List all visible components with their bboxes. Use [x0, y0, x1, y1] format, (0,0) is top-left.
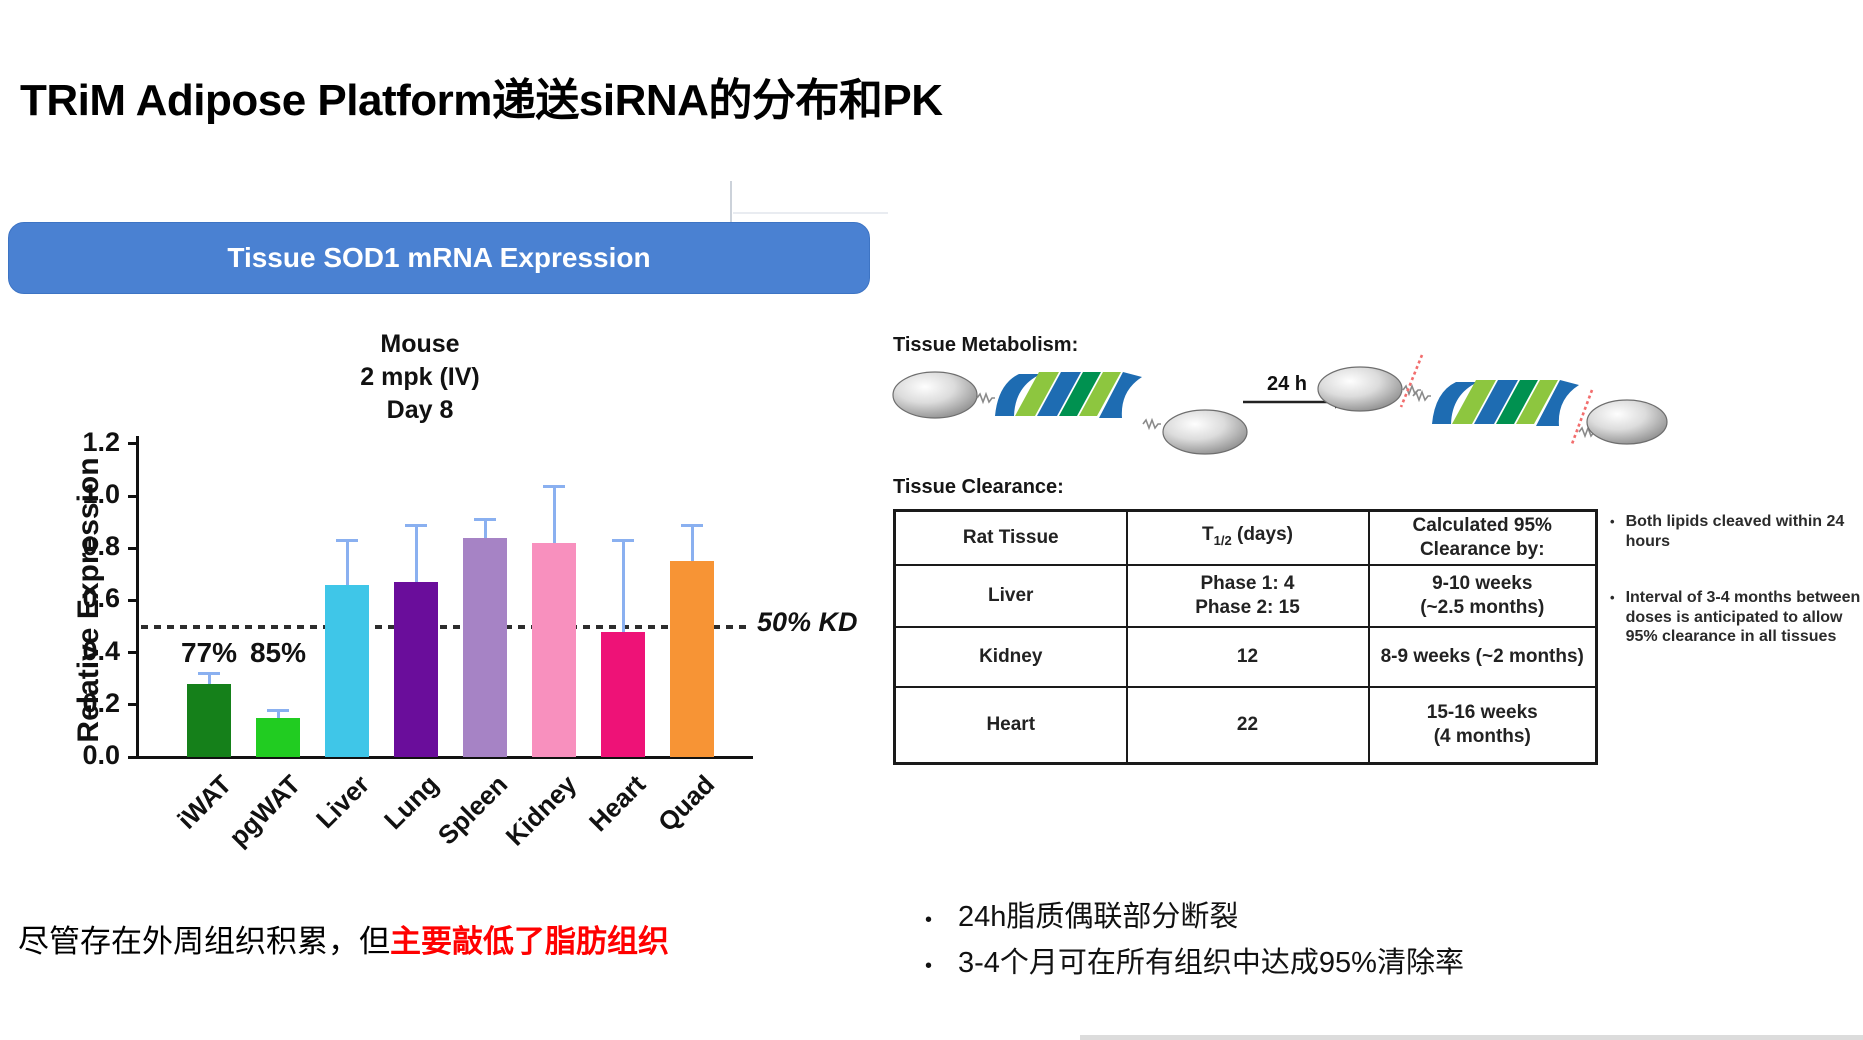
header-t-half: T1/2 (days) [1125, 509, 1370, 566]
x-label-Kidney: Kidney [499, 769, 583, 852]
error-bar-iWAT [207, 673, 211, 690]
cleaved-sirna-conjugate [1317, 354, 1668, 445]
x-label-Heart: Heart [582, 769, 652, 838]
sirna-duplex-icon [1432, 380, 1579, 426]
y-axis-title: Relative Expression [72, 457, 105, 743]
error-bar-cap-Lung [405, 523, 427, 527]
error-bar-cap-Kidney [543, 484, 565, 488]
header-rat-tissue: Rat Tissue [893, 509, 1128, 566]
cell-tissue: Heart [893, 686, 1128, 764]
list-item: • 24h脂质偶联部分断裂 [925, 896, 1464, 942]
lipid-icon [1586, 399, 1668, 445]
table-header-row: Rat Tissue T1/2 (days) Calculated 95% Cl… [893, 509, 1598, 566]
arrow-label: 24 h [1267, 373, 1307, 395]
conclusion-normal: 尽管存在外周组织积累，但 [18, 924, 390, 959]
kd-annotation-0: 77% [180, 637, 238, 668]
x-label-Lung: Lung [378, 769, 445, 836]
bullet-text: Interval of 3-4 months between doses is … [1625, 589, 1861, 645]
linker-icon [1412, 391, 1432, 401]
clearance-heading: Tissue Clearance: [893, 476, 1064, 498]
error-bar-Lung [414, 524, 418, 589]
page-title: TRiM Adipose Platform递送siRNA的分布和PK [20, 76, 943, 125]
cell-tissue: Liver [893, 564, 1128, 628]
cell-t-half: 22 [1125, 686, 1370, 764]
subtitle-line-day: Day 8 [386, 396, 454, 424]
bar-Kidney [532, 542, 576, 757]
intact-sirna-conjugate [892, 371, 1248, 455]
bottom-edge-strip [1080, 1035, 1863, 1040]
error-bar-cap-Spleen [474, 518, 496, 522]
bullet-text: Both lipids cleaved within 24 hours [1625, 513, 1845, 550]
linker-icon [1402, 385, 1422, 395]
error-bar-Spleen [483, 519, 487, 544]
x-label-Spleen: Spleen [431, 769, 514, 851]
clearance-table: Rat Tissue T1/2 (days) Calculated 95% Cl… [893, 509, 1598, 765]
error-bar-cap-iWAT [198, 672, 220, 676]
bar-iWAT [187, 683, 231, 757]
list-item: • Both lipids cleaved within 24 hours [1610, 512, 1863, 551]
side-bullet-list: • Both lipids cleaved within 24 hours • … [1610, 512, 1863, 647]
x-axis-line [133, 756, 753, 759]
sirna-metabolism-diagram: 24 h [892, 354, 1668, 455]
x-label-iWAT: iWAT [171, 769, 238, 835]
metabolism-heading: Tissue Metabolism: [893, 334, 1079, 356]
x-label-Liver: Liver [310, 769, 376, 835]
table-row: Heart 22 15-16 weeks (4 months) [893, 686, 1598, 764]
cell-tissue: Kidney [893, 626, 1128, 688]
subtitle-line-dose: 2 mpk (IV) [360, 363, 480, 391]
cell-t-half: Phase 1: 4 Phase 2: 15 [1125, 564, 1370, 628]
sirna-duplex-icon [995, 372, 1142, 418]
linker-icon [1142, 419, 1162, 429]
lipid-icon [1317, 366, 1403, 412]
error-bar-Liver [345, 540, 349, 591]
subtitle-line-species: Mouse [380, 330, 460, 358]
x-label-Quad: Quad [652, 769, 721, 838]
cell-clearance: 15-16 weeks (4 months) [1367, 686, 1598, 764]
error-bar-cap-Quad [681, 523, 703, 527]
error-bar-cap-Heart [612, 539, 634, 543]
chart-subtitle: Mouse 2 mpk (IV) Day 8 [120, 328, 720, 427]
bar-Quad [670, 561, 714, 757]
bar-Spleen [463, 537, 507, 757]
error-bar-Kidney [552, 485, 556, 549]
lipid-icon [1162, 409, 1248, 455]
bottom-bullet-list: • 24h脂质偶联部分断裂 • 3-4个月可在所有组织中达成95%清除率 [925, 896, 1464, 988]
error-bar-pgWAT [276, 710, 280, 724]
reference-line-label: 50% KD [757, 606, 858, 637]
cell-clearance: 8-9 weeks (~2 months) [1367, 626, 1598, 688]
bar-Liver [325, 584, 369, 757]
reference-line [141, 624, 747, 629]
lipid-icon [892, 371, 978, 419]
divider-line [733, 212, 888, 214]
list-item: • 3-4个月可在所有组织中达成95%清除率 [925, 942, 1464, 988]
error-bar-cap-pgWAT [267, 709, 289, 713]
error-bar-Heart [621, 540, 625, 638]
bar-Heart [601, 631, 645, 757]
divider-line [730, 181, 732, 245]
bullet-text: 3-4个月可在所有组织中达成95%清除率 [958, 947, 1464, 979]
table-row: Kidney 12 8-9 weeks (~2 months) [893, 626, 1598, 688]
conclusion-text: 尽管存在外周组织积累，但主要敲低了脂肪组织 [18, 916, 669, 961]
table-row: Liver Phase 1: 4 Phase 2: 15 9-10 weeks … [893, 564, 1598, 628]
bullet-icon: • [1610, 590, 1615, 605]
kd-annotation-1: 85% [249, 637, 307, 668]
bullet-icon: • [1610, 514, 1615, 529]
error-bar-cap-Liver [336, 539, 358, 543]
bar-Lung [394, 582, 438, 757]
x-label-pgWAT: pgWAT [223, 769, 307, 853]
linker-icon [976, 393, 996, 403]
bullet-text: 24h脂质偶联部分断裂 [958, 901, 1239, 933]
error-bar-Quad [690, 524, 694, 568]
bullet-icon: • [925, 909, 933, 931]
cell-clearance: 9-10 weeks (~2.5 months) [1367, 564, 1598, 628]
chart-title-banner: Tissue SOD1 mRNA Expression [8, 222, 870, 294]
bar-pgWAT [256, 717, 300, 757]
y-axis-line [136, 436, 139, 759]
conclusion-highlight: 主要敲低了脂肪组织 [390, 924, 669, 959]
cell-t-half: 12 [1125, 626, 1370, 688]
list-item: • Interval of 3-4 months between doses i… [1610, 588, 1863, 647]
bullet-icon: • [925, 955, 933, 977]
header-clearance: Calculated 95% Clearance by: [1367, 509, 1598, 566]
